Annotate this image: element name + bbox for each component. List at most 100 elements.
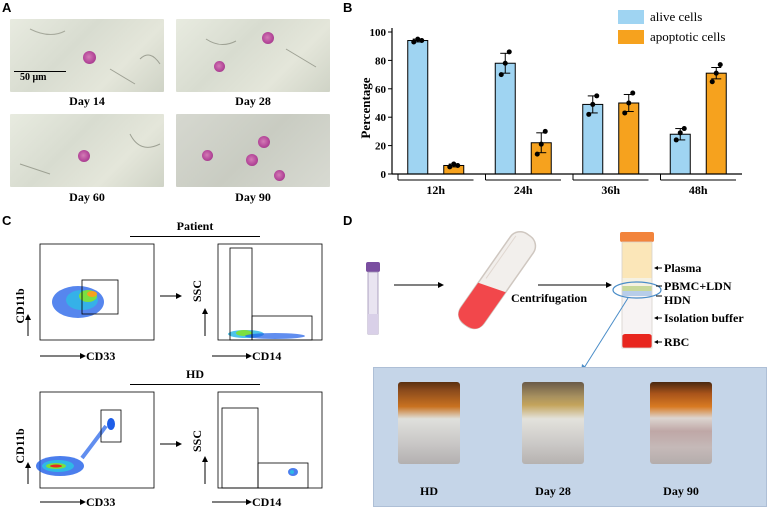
data-point bbox=[681, 126, 687, 132]
patient-cd14-plot bbox=[217, 243, 323, 341]
cell bbox=[262, 32, 274, 44]
panel-letter-b: B bbox=[343, 0, 353, 15]
hd-cd14-plot bbox=[217, 391, 323, 489]
x-tick-label: 48h bbox=[689, 183, 708, 197]
bar bbox=[618, 102, 640, 175]
y-tick-label: 0 bbox=[381, 169, 387, 181]
cell bbox=[246, 154, 258, 166]
data-point bbox=[709, 79, 715, 85]
y-tick-label: 20 bbox=[375, 141, 387, 153]
x-marker: CD14 bbox=[252, 495, 281, 506]
blood-tube-icon bbox=[366, 262, 380, 335]
scale-bar-line bbox=[14, 71, 66, 72]
cell bbox=[78, 150, 90, 162]
x-marker: CD14 bbox=[252, 349, 281, 363]
x-tick-label: 24h bbox=[514, 183, 533, 197]
patient-title: Patient bbox=[176, 219, 214, 233]
debris-lines bbox=[19, 133, 161, 175]
tube-photo-hd bbox=[398, 382, 460, 464]
layered-tube-icon bbox=[612, 232, 662, 349]
data-point bbox=[498, 72, 504, 78]
micrograph-day90 bbox=[176, 114, 330, 187]
data-point bbox=[447, 164, 453, 170]
panel-letter-c: C bbox=[2, 213, 12, 228]
bar bbox=[494, 62, 516, 175]
tube-photo-day28 bbox=[522, 382, 584, 464]
layer-label-rbc: RBC bbox=[664, 335, 690, 349]
patient-cd33-plot bbox=[39, 243, 155, 341]
hd-title-underline bbox=[130, 384, 260, 385]
photo-label: Day 28 bbox=[535, 484, 571, 498]
y-tick-label: 40 bbox=[375, 112, 387, 124]
layer-label-isolation-buffer: Isolation buffer bbox=[664, 311, 744, 325]
legend-swatch bbox=[618, 30, 644, 44]
hd-cd33-plot bbox=[36, 391, 155, 489]
micrograph-label: Day 14 bbox=[69, 94, 105, 108]
photo-label: Day 90 bbox=[663, 484, 699, 498]
legend: alive cells apoptotic cells bbox=[618, 9, 725, 44]
data-point bbox=[586, 111, 592, 117]
cell bbox=[274, 170, 285, 181]
layer-label-plasma: Plasma bbox=[664, 261, 702, 275]
data-point bbox=[542, 128, 548, 134]
x-tick-label: 36h bbox=[601, 183, 620, 197]
data-point bbox=[622, 110, 628, 116]
patient-title-underline bbox=[130, 236, 260, 237]
y-tick-label: 100 bbox=[370, 27, 387, 39]
bar-chart: Percentage 0 20 40 60 80 100 12h 24h 36h 48h ali… bbox=[358, 9, 742, 197]
cell bbox=[214, 61, 225, 72]
cell bbox=[202, 150, 213, 161]
data-point bbox=[590, 101, 596, 107]
cell bbox=[258, 136, 270, 148]
legend-label: alive cells bbox=[650, 9, 702, 24]
layer-label-hdn: HDN bbox=[664, 293, 691, 307]
x-tick-label: 12h bbox=[426, 183, 445, 197]
data-point bbox=[538, 141, 544, 147]
micrograph-day28 bbox=[176, 19, 330, 92]
data-point bbox=[717, 62, 723, 68]
y-marker: SSC bbox=[190, 430, 204, 452]
bars bbox=[407, 36, 727, 175]
bar bbox=[407, 40, 429, 175]
y-marker: CD11b bbox=[13, 428, 27, 464]
micrograph-day60 bbox=[10, 114, 164, 187]
y-marker: CD11b bbox=[13, 288, 27, 324]
debris-lines bbox=[205, 38, 317, 68]
data-point bbox=[594, 93, 600, 99]
legend-label: apoptotic cells bbox=[650, 29, 725, 44]
data-point bbox=[630, 90, 636, 96]
data-point bbox=[455, 162, 461, 168]
data-point bbox=[411, 39, 417, 45]
scale-bar-label: 50 μm bbox=[20, 72, 47, 83]
data-point bbox=[419, 38, 425, 44]
data-point bbox=[451, 161, 457, 167]
bar bbox=[582, 103, 604, 175]
panel-letter-a: A bbox=[2, 0, 12, 15]
x-marker: CD33 bbox=[86, 495, 115, 506]
bar bbox=[705, 72, 727, 175]
data-point bbox=[502, 60, 508, 66]
data-point bbox=[415, 36, 421, 42]
data-point bbox=[713, 70, 719, 76]
data-point bbox=[626, 100, 632, 106]
tube-photo-day90 bbox=[650, 382, 712, 464]
data-point bbox=[506, 49, 512, 55]
data-point bbox=[534, 151, 540, 157]
cell bbox=[83, 51, 96, 64]
separation-schematic: Centrifugation bbox=[366, 230, 662, 372]
y-tick-label: 60 bbox=[375, 84, 387, 96]
data-point bbox=[677, 130, 683, 136]
y-marker: SSC bbox=[190, 280, 204, 302]
micrograph-day14: 50 μm bbox=[10, 19, 164, 92]
layer-label-pbmc-ldn: PBMC+LDN bbox=[664, 279, 732, 293]
y-axis-label: Percentage bbox=[358, 77, 373, 138]
flow-plots: CD11b CD33 SSC CD14 bbox=[13, 243, 323, 506]
legend-swatch bbox=[618, 10, 644, 24]
hd-title: HD bbox=[186, 367, 204, 381]
panel-letter-d: D bbox=[343, 213, 353, 228]
tube-photos-box: HD Day 28 Day 90 bbox=[373, 367, 767, 507]
micrograph-label: Day 90 bbox=[235, 190, 271, 204]
test-tube-icon bbox=[458, 230, 537, 330]
x-marker: CD33 bbox=[86, 349, 115, 363]
y-axis: 0 20 40 60 80 100 bbox=[370, 27, 393, 181]
